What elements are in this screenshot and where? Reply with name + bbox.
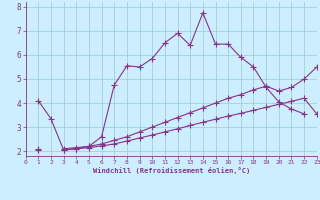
X-axis label: Windchill (Refroidissement éolien,°C): Windchill (Refroidissement éolien,°C) xyxy=(92,167,250,174)
